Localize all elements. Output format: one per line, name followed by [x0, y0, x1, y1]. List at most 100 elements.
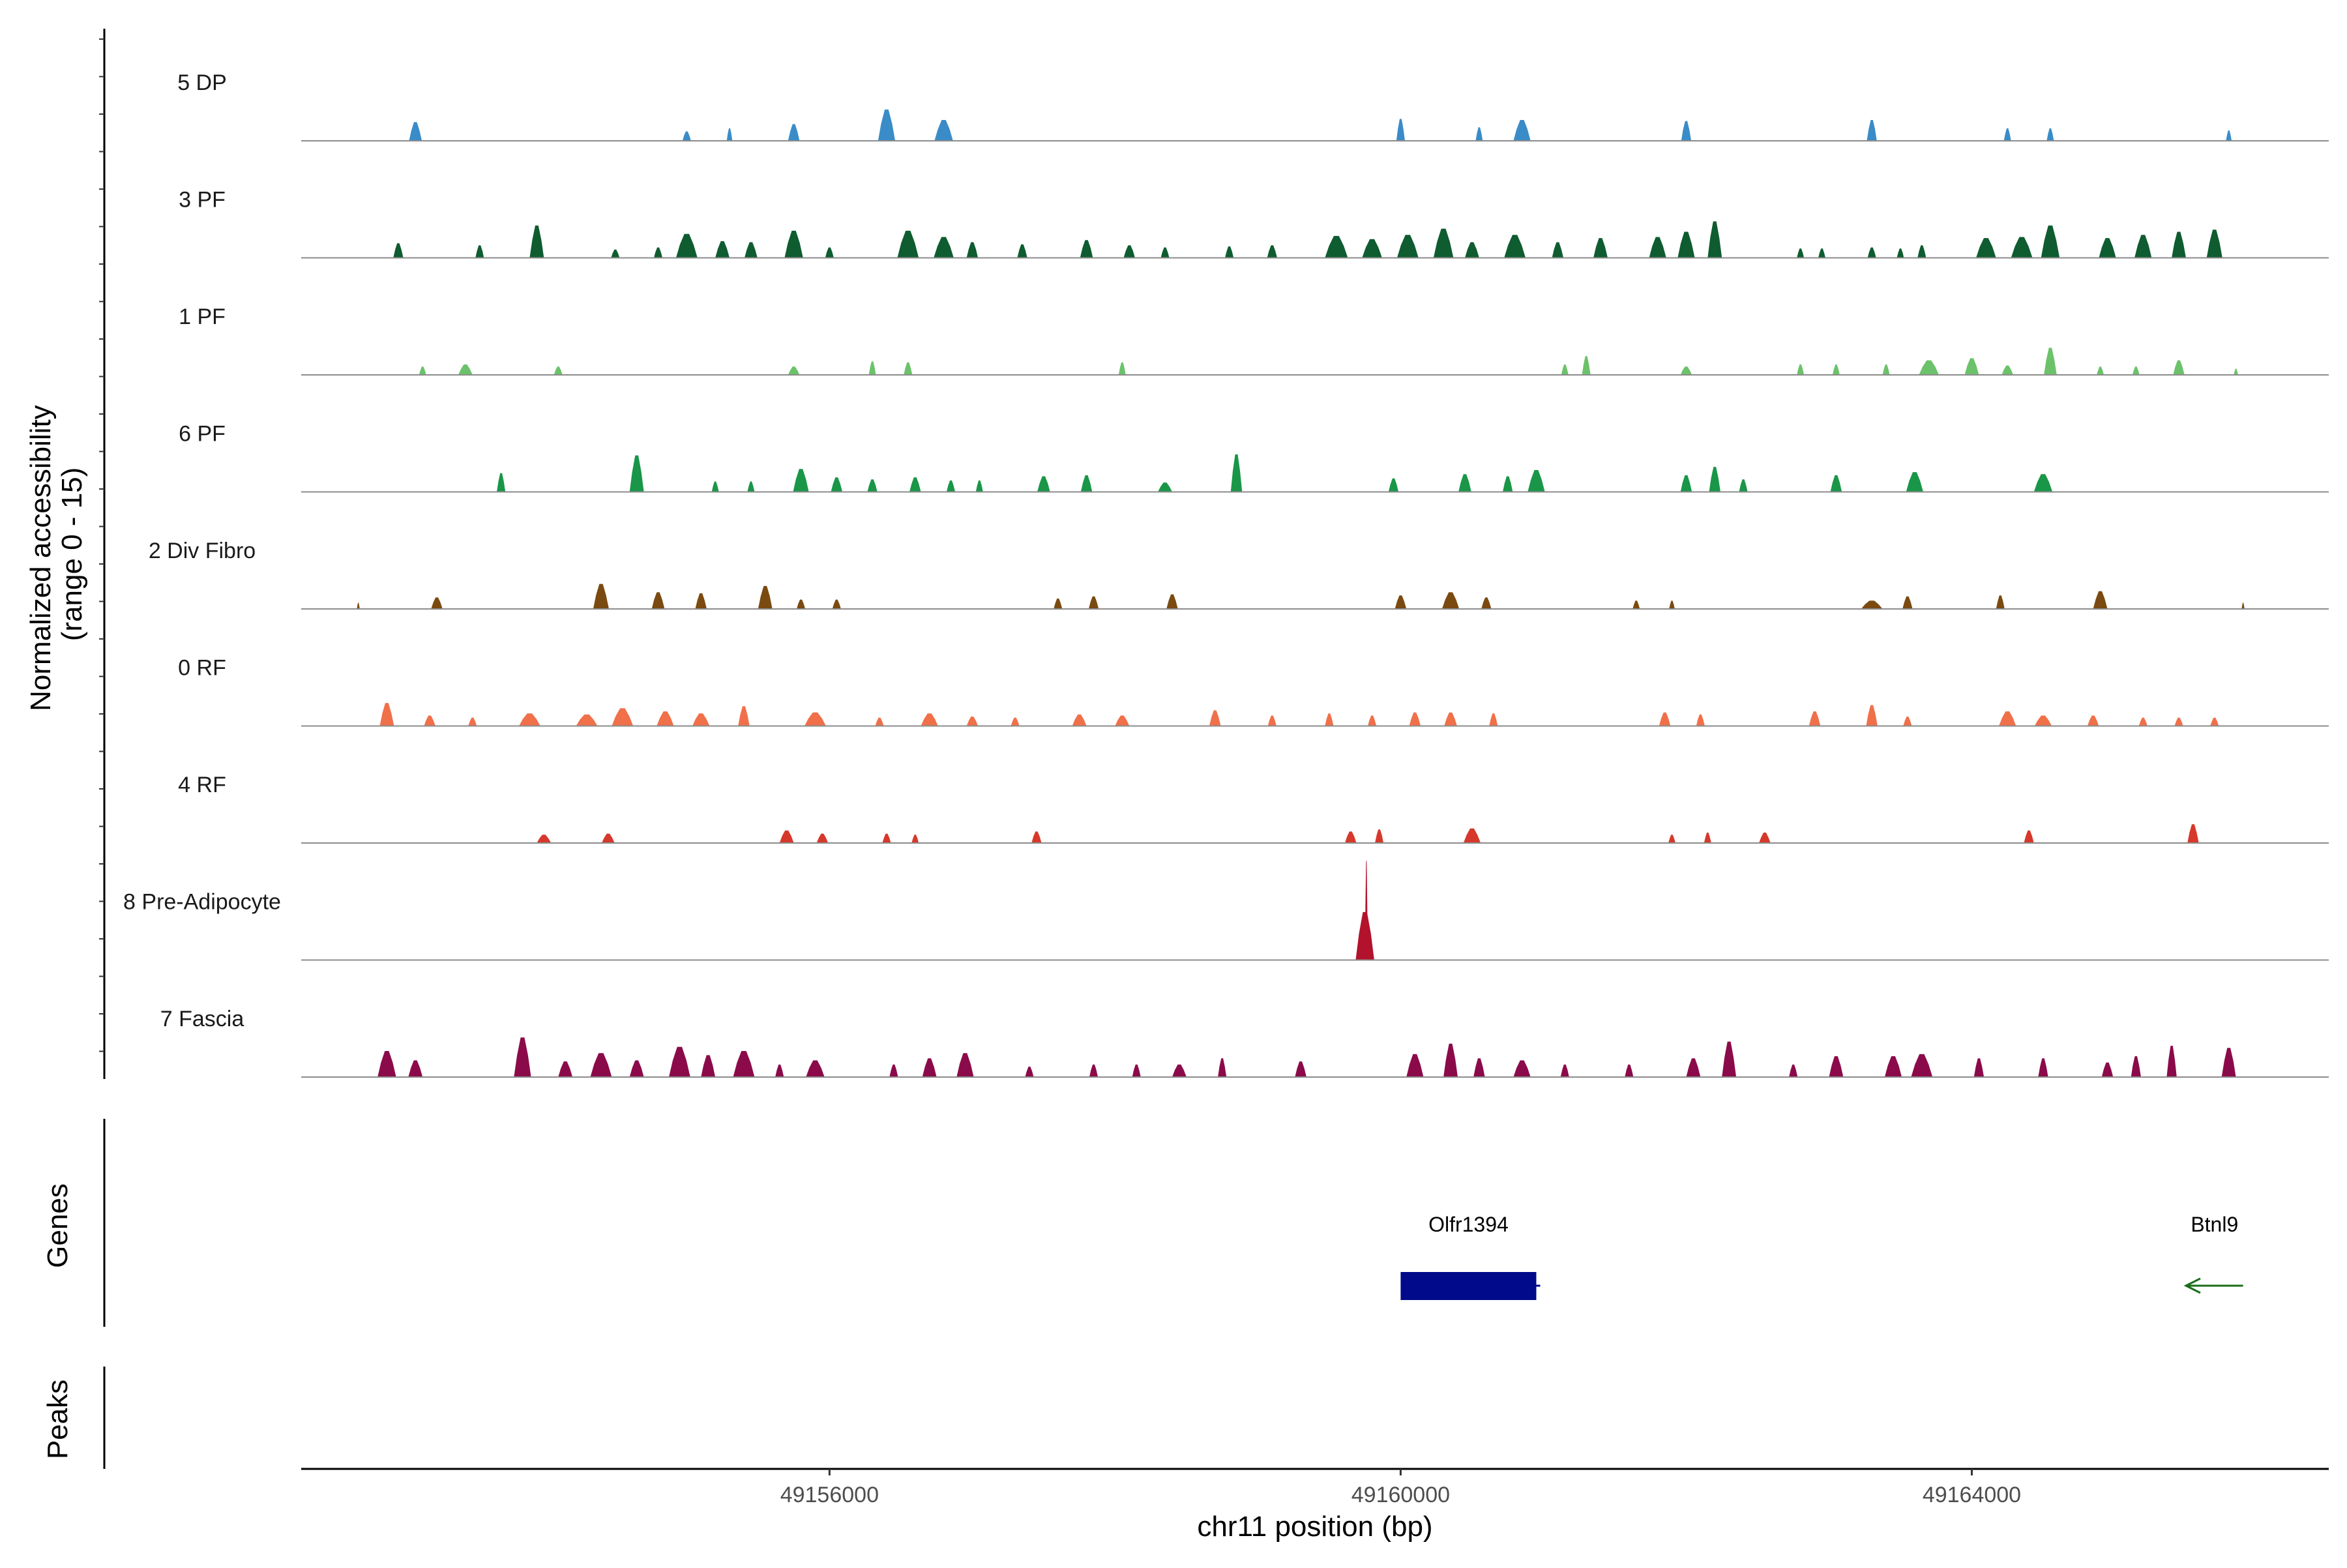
track-0-rf: 0 RF: [178, 656, 2329, 727]
coverage-peak: [682, 131, 691, 141]
coverage-peak: [1118, 362, 1126, 375]
coverage-peak: [889, 1064, 898, 1077]
coverage-peak: [1919, 360, 1940, 375]
coverage-peak: [1166, 594, 1178, 609]
coverage-peak: [558, 1061, 573, 1077]
coverage-peak: [1037, 476, 1050, 492]
coverage-peak: [1443, 1043, 1458, 1077]
genes-panel: Olfr1394 Btnl9: [1400, 1213, 2243, 1300]
coverage-peak: [1680, 475, 1692, 492]
track-label: 6 PF: [179, 422, 226, 447]
track-7-fascia: 7 Fascia: [160, 1007, 2329, 1078]
coverage-peak: [669, 1046, 690, 1077]
coverage-peak: [1677, 231, 1695, 258]
coverage-tracks: 5 DP 3 PF 1 PF 6 PF 2 Div Fibro 0 RF 4 RF 8 Pre…: [123, 70, 2329, 1078]
coverage-peak: [966, 242, 979, 258]
track-signal: [1355, 861, 1374, 960]
coverage-peak: [1267, 245, 1277, 258]
coverage-peak: [2001, 365, 2013, 375]
track-label: 5 DP: [177, 70, 227, 95]
coverage-peak: [1704, 833, 1711, 843]
y-axis-title-line-1: Normalized accessibility: [25, 405, 57, 711]
coverage-peak: [1867, 247, 1876, 258]
coverage-peak: [408, 1060, 423, 1077]
track-1-pf: 1 PF: [179, 304, 2329, 376]
track-label: 4 RF: [178, 773, 226, 797]
coverage-peak: [711, 481, 719, 492]
coverage-peak: [1680, 366, 1692, 375]
coverage-peak: [738, 706, 750, 726]
coverage-peak: [1409, 712, 1421, 726]
coverage-peak: [1218, 1058, 1227, 1077]
coverage-peak: [2173, 360, 2185, 375]
coverage-peak: [1465, 242, 1479, 258]
coverage-peak: [797, 599, 806, 609]
coverage-peak: [733, 1051, 755, 1077]
coverage-peak: [1911, 1054, 1933, 1077]
coverage-peak: [1832, 364, 1840, 375]
track-label: 7 Fascia: [160, 1007, 244, 1031]
coverage-peak: [651, 592, 665, 609]
coverage-peak: [379, 703, 394, 726]
y-axis-title: Normalized accessibility (range 0 - 15): [25, 397, 88, 711]
track-signal: [379, 703, 2219, 726]
coverage-peak: [1808, 711, 1821, 726]
coverage-peak: [1441, 592, 1460, 609]
coverage-peak: [832, 599, 841, 609]
coverage-peak: [1681, 121, 1692, 141]
track-2-div-fibro: 2 Div Fibro: [149, 539, 2329, 610]
coverage-peak: [1475, 127, 1483, 141]
track-signal: [419, 348, 2238, 375]
coverage-peak: [611, 249, 620, 258]
coverage-peak: [726, 128, 733, 141]
track-label: 3 PF: [179, 188, 226, 213]
coverage-peak: [654, 247, 663, 258]
coverage-peak: [2132, 366, 2140, 375]
coverage-peak: [715, 241, 730, 258]
coverage-peak: [909, 477, 921, 492]
coverage-peak: [1158, 482, 1172, 492]
coverage-peak: [1080, 475, 1093, 492]
coverage-peak: [692, 713, 710, 726]
y-axis-title-line-2: (range 0 - 15): [56, 467, 88, 642]
coverage-peak: [804, 712, 826, 726]
coverage-peak: [921, 713, 938, 726]
coverage-peak: [1829, 1056, 1844, 1077]
coverage-peak: [1365, 861, 1368, 960]
coverage-peak: [1054, 599, 1063, 609]
coverage-peak: [1115, 715, 1130, 726]
coverage-peak: [1917, 245, 1926, 258]
coverage-peak: [1668, 835, 1675, 843]
coverage-peak: [537, 835, 552, 843]
track-5-dp: 5 DP: [177, 70, 2329, 141]
coverage-peak: [1375, 829, 1384, 843]
coverage-peak: [1903, 717, 1912, 726]
coverage-peak: [1625, 1064, 1634, 1077]
coverage-peak: [1225, 246, 1234, 258]
coverage-peak: [1797, 248, 1805, 258]
coverage-peak: [1659, 712, 1671, 726]
coverage-peak: [431, 597, 443, 609]
coverage-peak: [1267, 715, 1277, 726]
coverage-peak: [2241, 602, 2245, 609]
coverage-peak: [1560, 1064, 1569, 1077]
coverage-peak: [2044, 348, 2057, 375]
coverage-peak: [1504, 235, 1526, 258]
coverage-peak: [576, 714, 598, 726]
coverage-peak: [1902, 596, 1913, 609]
coverage-peak: [1295, 1061, 1306, 1077]
peaks-panel-title: Peaks: [42, 1380, 74, 1459]
coverage-peak: [1593, 238, 1608, 258]
coverage-peak: [2046, 128, 2054, 141]
gene-label: Btnl9: [2191, 1213, 2238, 1236]
coverage-peak: [1433, 228, 1454, 258]
coverage-peak: [2226, 130, 2232, 141]
coverage-peak: [1866, 705, 1878, 726]
coverage-peak: [867, 479, 878, 492]
x-tick-label: 49164000: [1923, 1483, 2021, 1507]
coverage-peak: [1395, 595, 1407, 609]
coverage-peak: [2034, 715, 2052, 726]
coverage-peak: [758, 585, 773, 609]
coverage-peak: [514, 1037, 531, 1077]
